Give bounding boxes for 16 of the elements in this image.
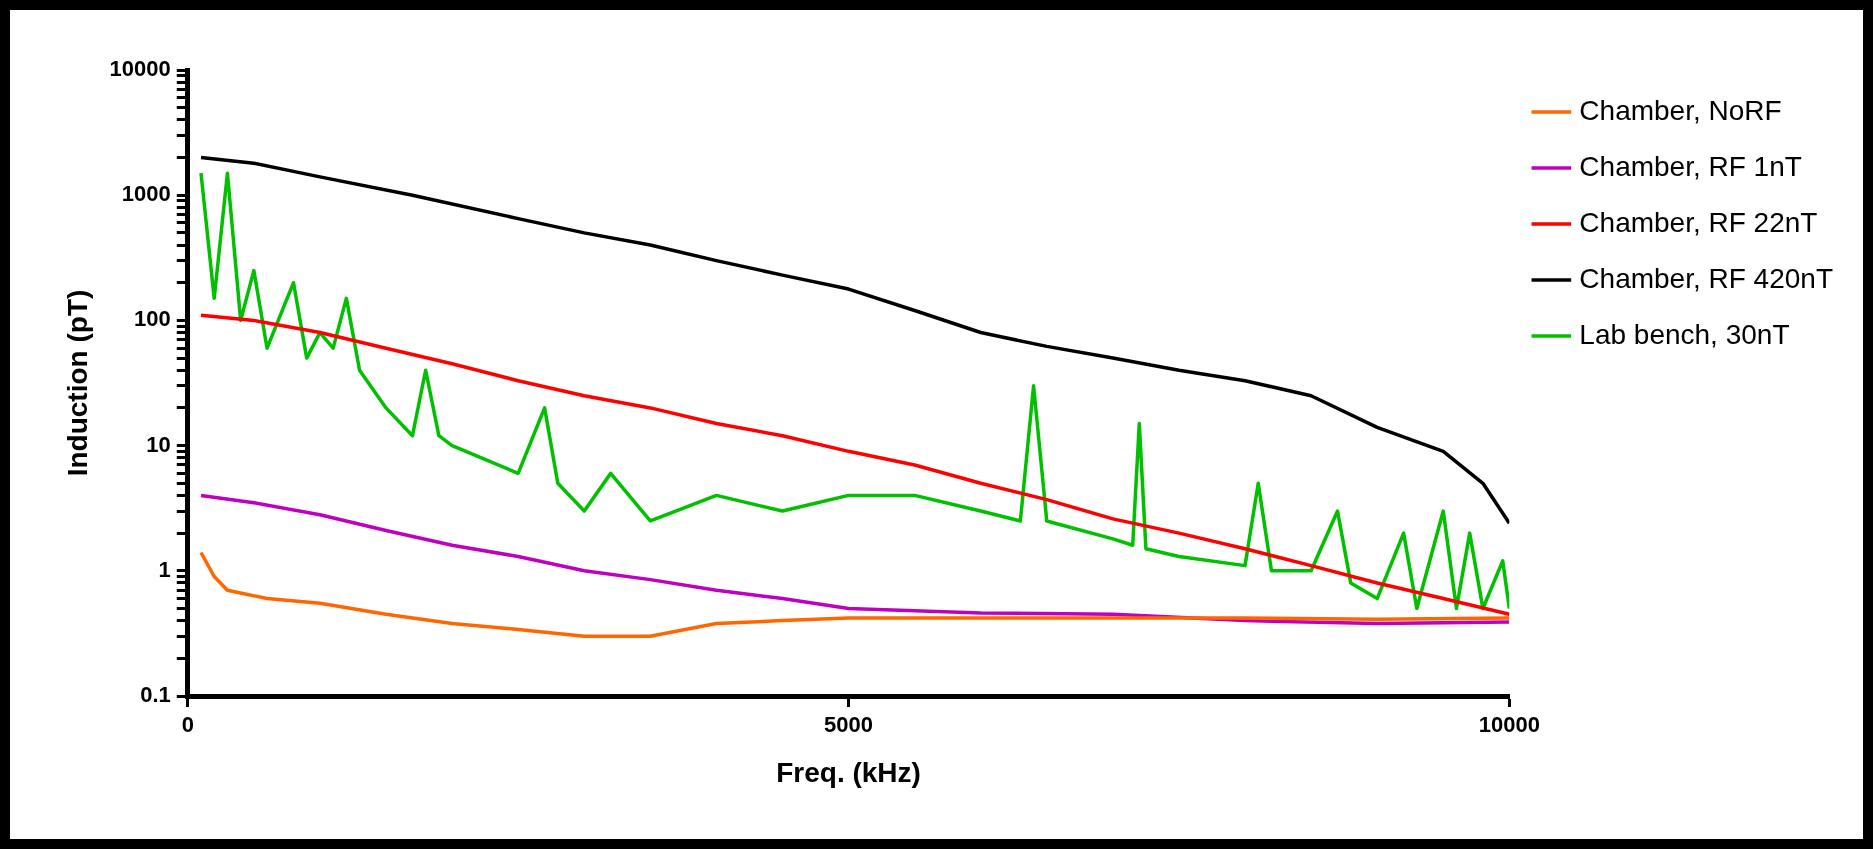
y-tick-label: 100 [134,306,171,332]
y-tick-label: 1000 [121,181,171,207]
legend-label: Chamber, RF 22nT [1579,206,1818,238]
x-tick-label: 0 [181,712,194,738]
y-axis-title: Induction (pT) [61,289,93,477]
x-axis-title: Freq. (kHz) [776,756,921,788]
y-tick-label: 10 [146,431,171,457]
y-tick-label: 0.1 [140,682,171,708]
x-tick-label: 5000 [824,712,874,738]
legend-label: Chamber, NoRF [1579,94,1782,126]
y-tick-label: 1 [158,556,171,582]
legend-label: Lab bench, 30nT [1579,318,1790,350]
legend-label: Chamber, RF 420nT [1579,262,1833,294]
y-tick-label: 10000 [109,56,171,82]
legend-label: Chamber, RF 1nT [1579,150,1802,182]
x-tick-label: 10000 [1478,712,1540,738]
